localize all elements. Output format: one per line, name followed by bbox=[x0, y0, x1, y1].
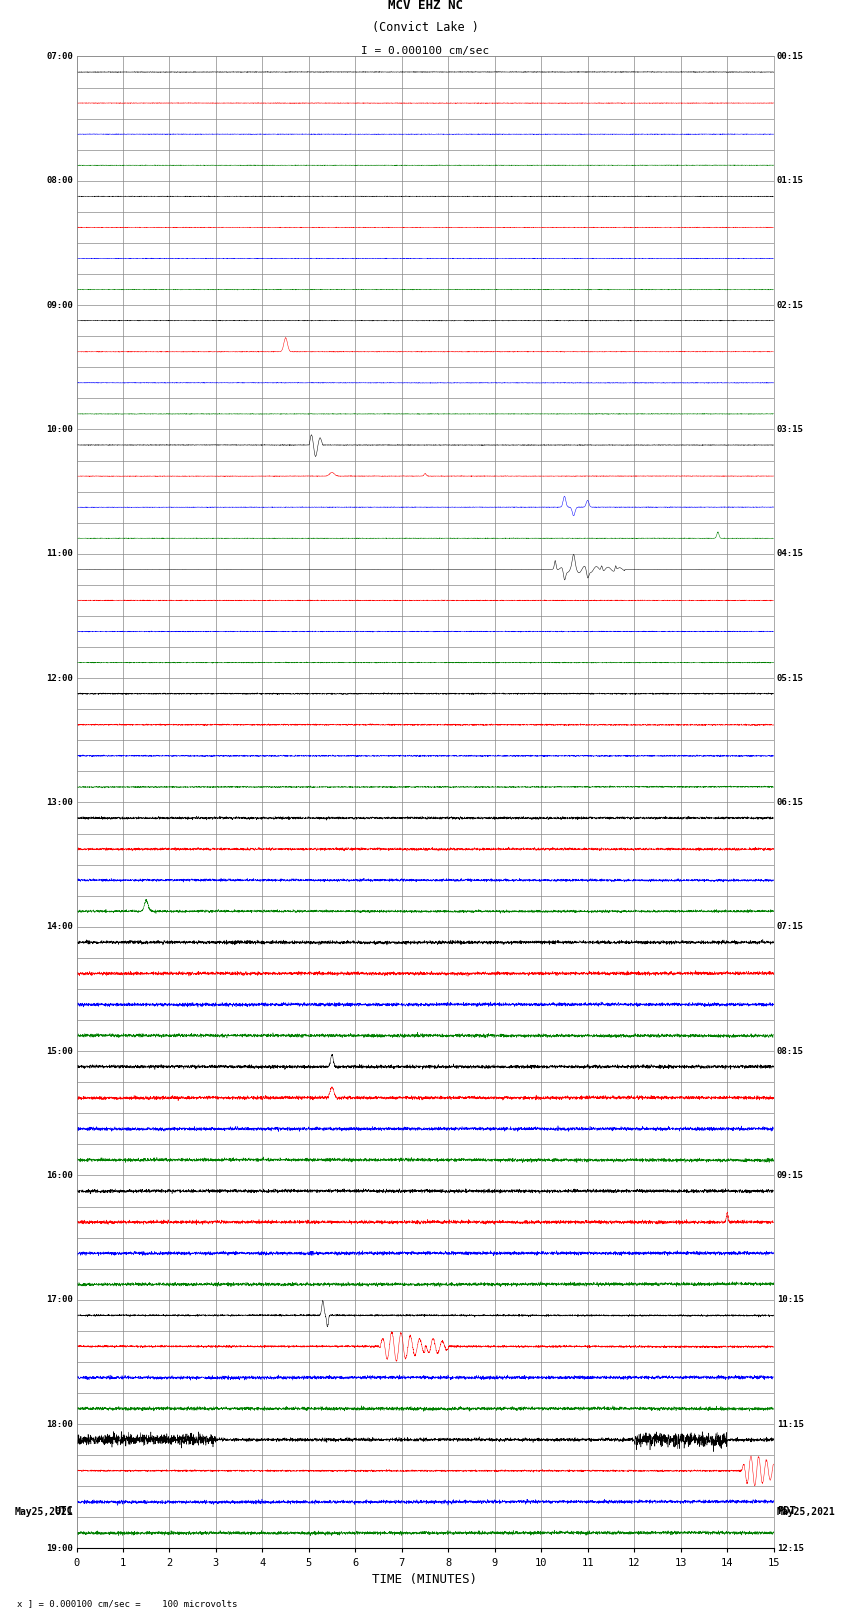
Text: x ] = 0.000100 cm/sec =    100 microvolts: x ] = 0.000100 cm/sec = 100 microvolts bbox=[17, 1598, 237, 1608]
Text: 10:00: 10:00 bbox=[46, 424, 73, 434]
Text: 00:15: 00:15 bbox=[777, 52, 804, 61]
Text: 11:00: 11:00 bbox=[46, 550, 73, 558]
Text: 09:15: 09:15 bbox=[777, 1171, 804, 1181]
Text: UTC: UTC bbox=[54, 1507, 73, 1516]
Text: PDT: PDT bbox=[777, 1507, 796, 1516]
Text: 19:00: 19:00 bbox=[46, 1544, 73, 1553]
Text: 18:00: 18:00 bbox=[46, 1419, 73, 1429]
Text: May25,2021: May25,2021 bbox=[777, 1507, 836, 1516]
Text: 03:15: 03:15 bbox=[777, 424, 804, 434]
Text: 04:15: 04:15 bbox=[777, 550, 804, 558]
Text: 15:00: 15:00 bbox=[46, 1047, 73, 1055]
Text: 10:15: 10:15 bbox=[777, 1295, 804, 1305]
Text: 12:00: 12:00 bbox=[46, 674, 73, 682]
Text: 06:15: 06:15 bbox=[777, 798, 804, 806]
Text: 17:00: 17:00 bbox=[46, 1295, 73, 1305]
X-axis label: TIME (MINUTES): TIME (MINUTES) bbox=[372, 1573, 478, 1586]
Text: 09:00: 09:00 bbox=[46, 300, 73, 310]
Text: 08:15: 08:15 bbox=[777, 1047, 804, 1055]
Text: MCV EHZ NC: MCV EHZ NC bbox=[388, 0, 462, 11]
Text: 05:15: 05:15 bbox=[777, 674, 804, 682]
Text: 02:15: 02:15 bbox=[777, 300, 804, 310]
Text: 07:00: 07:00 bbox=[46, 52, 73, 61]
Text: 11:15: 11:15 bbox=[777, 1419, 804, 1429]
Text: 01:15: 01:15 bbox=[777, 176, 804, 185]
Text: 08:00: 08:00 bbox=[46, 176, 73, 185]
Text: I = 0.000100 cm/sec: I = 0.000100 cm/sec bbox=[361, 47, 489, 56]
Text: 12:15: 12:15 bbox=[777, 1544, 804, 1553]
Text: 14:00: 14:00 bbox=[46, 923, 73, 931]
Text: (Convict Lake ): (Convict Lake ) bbox=[371, 21, 479, 34]
Text: 07:15: 07:15 bbox=[777, 923, 804, 931]
Text: May25,2021: May25,2021 bbox=[14, 1507, 73, 1516]
Text: 13:00: 13:00 bbox=[46, 798, 73, 806]
Text: 16:00: 16:00 bbox=[46, 1171, 73, 1181]
